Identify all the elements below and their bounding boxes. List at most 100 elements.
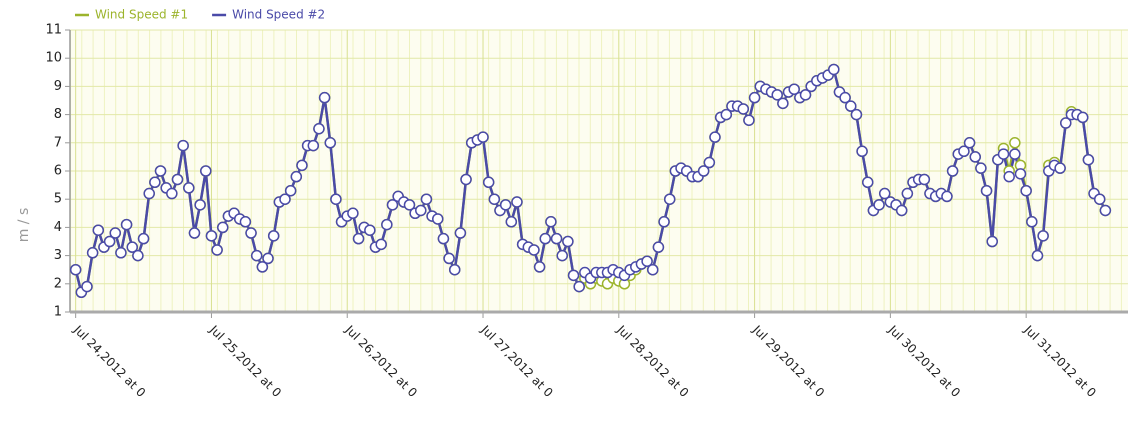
- point: [267, 230, 280, 242]
- point: [375, 238, 387, 251]
- point: [1054, 162, 1066, 174]
- y-tick-label: 7: [54, 135, 62, 150]
- point: [188, 227, 201, 239]
- point: [177, 139, 189, 152]
- point: [262, 252, 274, 265]
- point: [720, 108, 733, 121]
- legend-label: Wind Speed #1: [95, 8, 188, 22]
- point: [482, 176, 495, 189]
- point: [658, 216, 670, 228]
- point: [499, 199, 512, 211]
- point: [166, 187, 178, 200]
- x-tick-label: Jul 30,2012 at 0: [885, 322, 963, 400]
- point: [528, 244, 540, 256]
- point: [115, 247, 127, 259]
- point: [69, 263, 82, 276]
- point: [573, 280, 585, 293]
- point: [1031, 249, 1044, 262]
- y-tick-label: 2: [54, 276, 62, 291]
- point: [703, 156, 716, 169]
- point: [211, 244, 223, 256]
- point: [154, 165, 167, 177]
- point: [103, 235, 116, 248]
- point: [318, 91, 331, 104]
- point: [997, 148, 1010, 160]
- point: [562, 235, 574, 248]
- y-axis-label: m / s: [16, 208, 32, 243]
- point: [205, 230, 218, 242]
- point: [799, 89, 812, 101]
- point: [545, 216, 557, 228]
- x-tick-label: Jul 26,2012 at 0: [342, 322, 420, 400]
- point: [556, 249, 568, 262]
- point: [901, 187, 914, 200]
- point: [488, 193, 501, 205]
- point: [386, 199, 399, 211]
- point: [1082, 153, 1095, 166]
- point: [646, 263, 659, 276]
- point: [120, 218, 133, 231]
- y-tick-label: 4: [54, 220, 62, 235]
- point: [403, 199, 416, 211]
- point: [92, 224, 105, 236]
- point: [777, 97, 789, 110]
- x-tick-label: Jul 31,2012 at 0: [1021, 322, 1099, 400]
- point: [381, 218, 393, 231]
- point: [200, 165, 212, 177]
- point: [788, 83, 800, 95]
- point: [663, 193, 676, 205]
- point: [330, 193, 342, 205]
- point: [250, 249, 263, 262]
- point: [1060, 117, 1072, 129]
- point: [296, 159, 308, 172]
- point: [505, 216, 518, 228]
- y-tick-label: 8: [54, 107, 62, 122]
- point: [137, 232, 150, 245]
- legend-label: Wind Speed #2: [232, 8, 325, 22]
- point: [748, 91, 761, 104]
- point: [539, 232, 552, 245]
- point: [958, 145, 970, 158]
- point: [550, 232, 563, 245]
- point: [856, 145, 868, 158]
- point: [313, 122, 325, 135]
- point: [194, 199, 206, 211]
- x-tick-label: Jul 27,2012 at 0: [478, 322, 556, 400]
- point: [307, 139, 320, 152]
- point: [743, 114, 755, 126]
- point: [132, 249, 144, 262]
- y-tick-label: 3: [54, 248, 62, 263]
- point: [1026, 216, 1038, 228]
- point: [533, 261, 546, 273]
- point: [946, 165, 959, 177]
- point: [873, 199, 885, 211]
- point: [454, 227, 467, 239]
- point: [641, 255, 653, 267]
- point: [183, 182, 195, 194]
- point: [1099, 204, 1112, 217]
- point: [109, 227, 122, 239]
- point: [918, 173, 931, 186]
- point: [941, 190, 953, 203]
- point: [126, 241, 138, 253]
- point: [845, 100, 857, 112]
- point: [511, 196, 523, 208]
- point: [969, 151, 981, 163]
- x-tick-label: Jul 29,2012 at 0: [749, 322, 827, 400]
- point: [443, 252, 455, 265]
- point: [1003, 170, 1015, 183]
- point: [81, 280, 93, 293]
- point: [895, 204, 908, 217]
- point: [217, 221, 229, 234]
- point: [448, 263, 461, 276]
- y-tick-label: 5: [54, 192, 62, 207]
- point: [477, 131, 489, 143]
- point: [149, 176, 161, 189]
- point: [86, 247, 99, 259]
- x-tick-label: Jul 25,2012 at 0: [206, 322, 284, 400]
- y-tick-label: 6: [54, 164, 62, 179]
- point: [460, 173, 472, 186]
- point: [324, 137, 337, 149]
- y-tick-label: 10: [45, 51, 62, 66]
